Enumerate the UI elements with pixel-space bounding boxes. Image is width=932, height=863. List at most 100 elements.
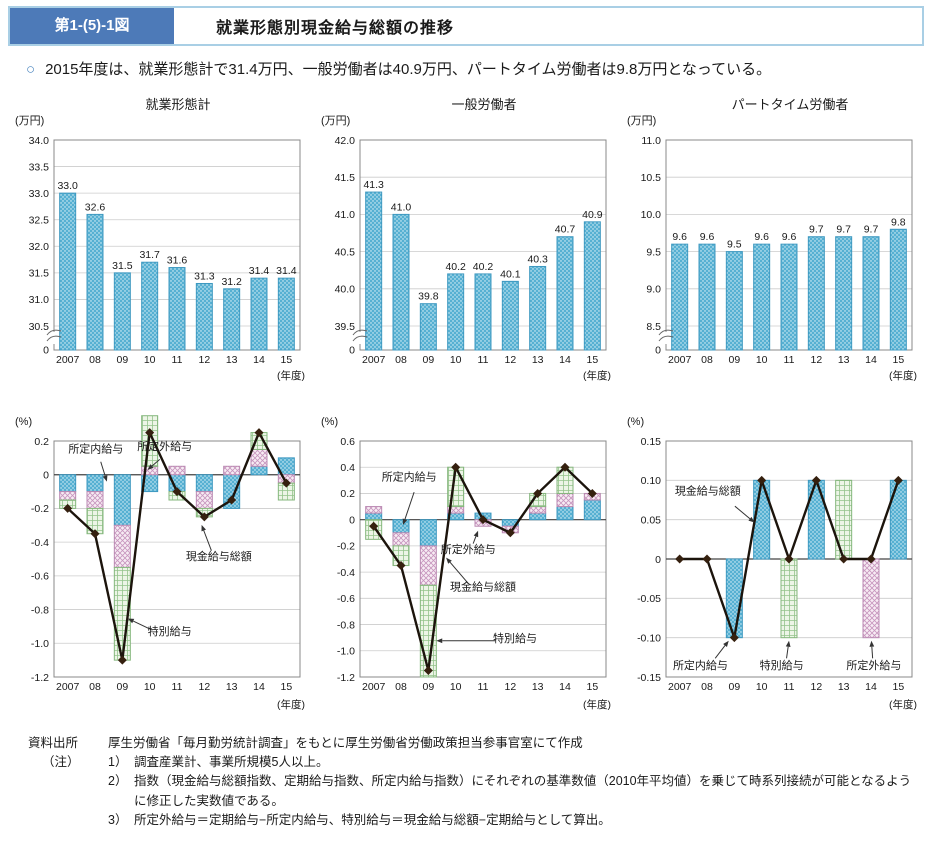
- chart-cell-regular-change: 0.6 0.4 0.2 0 -0.2 -0.4 -0.6 -0.8 -1.0 -1.2 (%) 200…: [316, 413, 618, 718]
- chart-cell-regular-level: 一般労働者 42.0 41.5 41.0 40.5 40.0 39.5 (万円) 2007 08…: [316, 94, 618, 389]
- chart-title-regular: 一般労働者: [451, 96, 517, 112]
- chart-4-svg: 0.6 0.4 0.2 0 -0.2 -0.4 -0.6 -0.8 -1.0 -1.2 (%) 200…: [321, 416, 611, 711]
- svg-text:-0.10: -0.10: [637, 632, 661, 644]
- svg-text:14: 14: [253, 681, 265, 693]
- svg-text:11: 11: [784, 354, 795, 366]
- svg-text:08: 08: [89, 354, 101, 366]
- svg-text:15: 15: [892, 681, 904, 693]
- figure-number-label: 第1-(5)-1図: [10, 8, 174, 44]
- svg-text:33.5: 33.5: [29, 161, 50, 173]
- svg-text:現金給与総額: 現金給与総額: [675, 483, 741, 497]
- svg-text:12: 12: [810, 681, 822, 693]
- lead-text: 2015年度は、就業形態計で31.4万円、一般労働者は40.9万円、パートタイム…: [45, 61, 772, 78]
- svg-text:9.7: 9.7: [836, 223, 851, 235]
- svg-text:-0.8: -0.8: [31, 604, 49, 616]
- svg-text:13: 13: [226, 354, 238, 366]
- svg-text:13: 13: [532, 354, 544, 366]
- svg-text:11: 11: [172, 681, 183, 693]
- svg-text:40.9: 40.9: [582, 208, 603, 220]
- svg-text:14: 14: [253, 354, 265, 366]
- svg-text:09: 09: [116, 354, 128, 366]
- svg-text:-0.6: -0.6: [337, 593, 355, 605]
- svg-text:15: 15: [280, 681, 292, 693]
- svg-text:10.0: 10.0: [641, 209, 662, 221]
- svg-text:12: 12: [504, 681, 516, 693]
- lead-paragraph: ○ 2015年度は、就業形態計で31.4万円、一般労働者は40.9万円、パートタ…: [26, 59, 916, 82]
- note-item-3-num: 3）: [108, 813, 128, 827]
- svg-text:0.6: 0.6: [340, 435, 355, 447]
- svg-text:15: 15: [586, 681, 598, 693]
- svg-text:(万円): (万円): [627, 115, 656, 127]
- svg-text:08: 08: [89, 681, 101, 693]
- chart-0-svg: 34.0 33.5 33.0 32.5 32.0 31.5 31.0 30.5 (万円) 2007…: [15, 115, 305, 382]
- svg-text:-0.15: -0.15: [637, 671, 661, 683]
- svg-text:0.2: 0.2: [34, 435, 49, 447]
- svg-text:09: 09: [422, 681, 434, 693]
- svg-text:(年度): (年度): [277, 369, 305, 382]
- svg-text:(%): (%): [321, 416, 338, 428]
- svg-text:31.2: 31.2: [221, 275, 242, 287]
- source-label: 資料出所: [28, 735, 79, 750]
- svg-text:31.3: 31.3: [194, 270, 215, 282]
- chart-5-svg: 0.15 0.10 0.05 0 -0.05 -0.10 -0.15 (%) 2007 08 09 1…: [627, 416, 917, 711]
- svg-text:31.7: 31.7: [139, 249, 160, 261]
- svg-text:9.7: 9.7: [864, 223, 879, 235]
- chart-3-svg: 0.2 0 -0.2 -0.4 -0.6 -0.8 -1.0 -1.2 (%) 2007 08 09 1…: [15, 414, 305, 711]
- svg-text:12: 12: [504, 354, 516, 366]
- svg-text:(年度): (年度): [277, 698, 305, 711]
- chart-cell-parttime-change: 0.15 0.10 0.05 0 -0.05 -0.10 -0.15 (%) 2007 08 09 1…: [622, 413, 924, 718]
- svg-text:15: 15: [586, 354, 598, 366]
- svg-text:33.0: 33.0: [29, 187, 50, 199]
- svg-text:0: 0: [349, 344, 355, 356]
- svg-text:10: 10: [756, 681, 768, 693]
- figure-title: 就業形態別現金給与総額の推移: [216, 20, 455, 37]
- svg-text:34.0: 34.0: [29, 134, 50, 146]
- svg-text:09: 09: [728, 681, 740, 693]
- svg-text:2007: 2007: [668, 681, 692, 693]
- svg-text:14: 14: [559, 681, 571, 693]
- svg-text:9.5: 9.5: [646, 246, 661, 258]
- chart-1-svg: 42.0 41.5 41.0 40.5 40.0 39.5 (万円) 2007 08 09 10 11…: [321, 115, 611, 382]
- svg-text:0.05: 0.05: [641, 514, 662, 526]
- svg-text:41.5: 41.5: [335, 172, 356, 184]
- chart-2-svg: 11.0 10.5 10.0 9.5 9.0 8.5 (万円) 2007 08 09 10 11 12 1…: [627, 115, 917, 382]
- svg-text:40.7: 40.7: [555, 223, 576, 235]
- svg-text:2007: 2007: [56, 354, 80, 366]
- svg-text:08: 08: [701, 681, 713, 693]
- figure-header: 第1-(5)-1図 就業形態別現金給与総額の推移: [8, 6, 924, 46]
- note-item-1-text: 調査産業計、事業所規模5人以上。: [134, 754, 329, 769]
- chart-canvas-regular-change: 0.6 0.4 0.2 0 -0.2 -0.4 -0.6 -0.8 -1.0 -1.2 (%) 200…: [316, 413, 618, 718]
- svg-text:15: 15: [892, 354, 904, 366]
- svg-text:40.5: 40.5: [335, 246, 356, 258]
- svg-text:14: 14: [865, 354, 877, 366]
- svg-text:08: 08: [395, 354, 407, 366]
- svg-text:現金給与総額: 現金給与総額: [186, 549, 252, 563]
- chart-canvas-regular-level: 42.0 41.5 41.0 40.5 40.0 39.5 (万円) 2007 08 09 10 11…: [316, 112, 618, 389]
- svg-text:-0.8: -0.8: [337, 619, 355, 631]
- svg-text:(万円): (万円): [321, 115, 350, 127]
- svg-text:2007: 2007: [56, 681, 80, 693]
- svg-text:0.2: 0.2: [340, 488, 355, 500]
- svg-text:13: 13: [838, 681, 850, 693]
- source-row: 資料出所 厚生労働省「毎月勤労統計調査」をもとに厚生労働省労働政策担当参事官室に…: [28, 734, 916, 753]
- chart-canvas-parttime-change: 0.15 0.10 0.05 0 -0.05 -0.10 -0.15 (%) 2007 08 09 1…: [622, 413, 924, 718]
- svg-text:-0.2: -0.2: [337, 540, 355, 552]
- svg-text:9.0: 9.0: [646, 283, 661, 295]
- svg-text:所定外給与: 所定外給与: [137, 439, 192, 453]
- svg-text:9.6: 9.6: [672, 231, 687, 243]
- svg-text:40.2: 40.2: [473, 260, 494, 272]
- svg-text:30.5: 30.5: [29, 320, 50, 332]
- note-item-1: 1） 調査産業計、事業所規模5人以上。: [108, 753, 916, 772]
- note-item-3-text: 所定外給与＝定期給与−所定内給与、特別給与＝現金給与総額−定期給与として算出。: [134, 813, 611, 827]
- svg-text:11.0: 11.0: [641, 134, 661, 146]
- svg-text:0: 0: [349, 514, 355, 526]
- svg-text:12: 12: [810, 354, 822, 366]
- note-row: （注） 1） 調査産業計、事業所規模5人以上。 2） 指数（現金給与総額指数、定…: [28, 753, 916, 831]
- svg-text:32.0: 32.0: [29, 241, 50, 253]
- svg-text:(年度): (年度): [583, 698, 611, 711]
- svg-text:10: 10: [144, 354, 156, 366]
- svg-text:13: 13: [838, 354, 850, 366]
- svg-text:所定外給与: 所定外給与: [441, 541, 496, 555]
- svg-text:11: 11: [784, 681, 795, 693]
- svg-text:特別給与: 特別給与: [148, 623, 192, 637]
